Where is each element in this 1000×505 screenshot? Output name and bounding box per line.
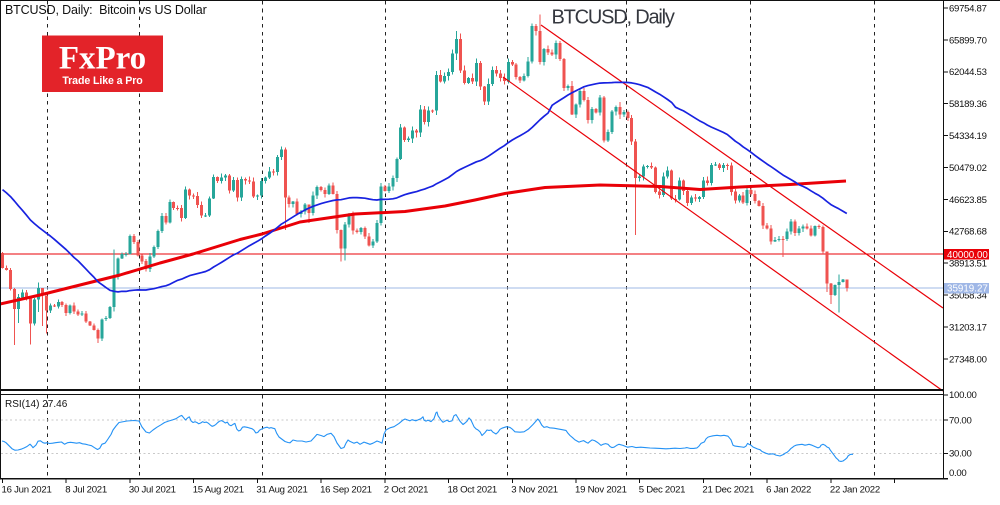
svg-text:46623.85: 46623.85 [949,195,987,206]
svg-text:31 Aug 2021: 31 Aug 2021 [256,485,307,496]
svg-text:0.00: 0.00 [949,468,966,479]
svg-text:27348.00: 27348.00 [949,354,987,365]
svg-text:16 Jun 2021: 16 Jun 2021 [2,485,52,496]
svg-text:30 Jul 2021: 30 Jul 2021 [129,485,176,496]
svg-text:6 Jan 2022: 6 Jan 2022 [766,485,811,496]
svg-text:BTCUSD, Daily: BTCUSD, Daily [552,7,675,29]
svg-text:58189.36: 58189.36 [949,99,987,110]
svg-text:50479.02: 50479.02 [949,163,987,174]
svg-text:BTCUSD, Daily: Bitcoin vs US: BTCUSD, Daily: Bitcoin vs US Dollar [5,3,207,17]
svg-text:RSI(14) 27.46: RSI(14) 27.46 [5,399,68,410]
svg-text:5 Dec 2021: 5 Dec 2021 [639,485,686,496]
svg-text:19 Nov 2021: 19 Nov 2021 [575,485,627,496]
svg-text:40000.00: 40000.00 [947,250,988,261]
svg-text:30.00: 30.00 [949,449,972,460]
svg-text:Trade Like a Pro: Trade Like a Pro [62,75,143,87]
svg-text:69754.87: 69754.87 [949,3,987,14]
svg-text:100.00: 100.00 [949,390,977,401]
svg-text:54334.19: 54334.19 [949,131,987,142]
svg-text:42768.68: 42768.68 [949,227,987,238]
svg-text:62044.53: 62044.53 [949,67,987,78]
svg-text:21 Dec 2021: 21 Dec 2021 [702,485,754,496]
svg-text:35919.27: 35919.27 [947,284,988,295]
svg-text:3 Nov 2021: 3 Nov 2021 [511,485,558,496]
svg-text:31203.17: 31203.17 [949,322,987,333]
svg-text:65899.70: 65899.70 [949,35,987,46]
svg-text:FxPro: FxPro [59,41,146,77]
svg-text:35058.34: 35058.34 [949,291,988,302]
svg-text:15 Aug 2021: 15 Aug 2021 [193,485,244,496]
svg-text:18 Oct 2021: 18 Oct 2021 [448,485,498,496]
svg-text:16 Sep 2021: 16 Sep 2021 [320,485,372,496]
svg-text:8 Jul 2021: 8 Jul 2021 [65,485,107,496]
svg-text:22 Jan 2022: 22 Jan 2022 [830,485,880,496]
svg-text:38913.51: 38913.51 [949,259,987,270]
svg-text:70.00: 70.00 [949,415,972,426]
svg-text:2 Oct 2021: 2 Oct 2021 [384,485,428,496]
